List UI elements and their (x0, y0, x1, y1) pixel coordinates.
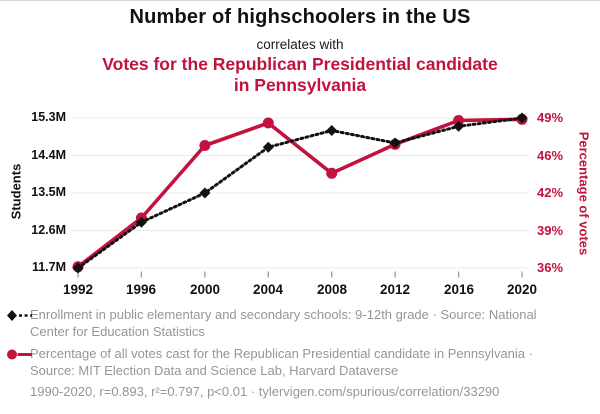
series-enrollment-marker (516, 112, 528, 124)
right-axis-title: Percentage of votes (576, 131, 592, 256)
stats-footer: 1990-2020, r=0.893, r²=0.797, p<0.01 · t… (30, 384, 500, 399)
legend-item-label: Enrollment in public elementary and seco… (30, 307, 537, 339)
series-enrollment-marker (326, 125, 338, 136)
series-enrollment-line (76, 116, 524, 270)
x-axis-tick-label: 1992 (62, 282, 94, 297)
x-axis-tick-label: 2020 (506, 282, 538, 297)
y-axis-tick-label-right: 39% (537, 223, 564, 238)
y-axis-tick-label-left: 11.7M (31, 260, 66, 274)
y-axis-tick-label-left: 14.4M (31, 148, 66, 162)
y-axis-tick-label-right: 36% (537, 260, 564, 275)
series-enrollment-marker (135, 216, 147, 228)
series-enrollment-marker (72, 262, 84, 274)
red-circle-solid-line-icon (7, 349, 32, 360)
main-title: Number of highschoolers in the US (129, 6, 471, 28)
left-axis-title: Students (8, 163, 24, 220)
series-enrollment-marker (453, 120, 465, 132)
black-diamond-dashed-line-icon (7, 310, 32, 321)
x-axis-tick-label: 2012 (379, 282, 411, 297)
x-axis-tick-label: 2000 (189, 282, 221, 297)
x-axis-tick-label: 2008 (316, 282, 348, 297)
legend-item-label: Percentage of all votes cast for the Rep… (30, 346, 533, 378)
series-enrollment-marker (199, 187, 211, 199)
series-votes-line (76, 117, 524, 269)
secondary-title: Votes for the Republican Presidential ca… (102, 54, 498, 95)
series-votes-marker (199, 140, 211, 151)
series-votes-marker (453, 115, 465, 126)
series-votes-marker (326, 167, 338, 179)
y-axis-tick-label-left: 13.5M (31, 185, 66, 199)
legend-item-enrollment: Enrollment in public elementary and seco… (6, 307, 594, 340)
series-votes-marker (262, 117, 274, 129)
y-axis-tick-label-left: 12.6M (31, 223, 66, 237)
legend-item-votes: Percentage of all votes cast for the Rep… (6, 346, 594, 379)
series-enrollment-marker (262, 141, 274, 153)
x-axis-tick-label: 2016 (443, 282, 475, 297)
y-axis-tick-label-right: 49% (537, 110, 564, 125)
y-axis-tick-label-right: 46% (537, 148, 564, 163)
x-axis-tick-label: 2004 (252, 282, 284, 297)
x-axis-tick-label: 1996 (125, 282, 157, 297)
series-enrollment-marker (389, 137, 401, 149)
y-axis-tick-label-right: 42% (537, 185, 564, 200)
correlates-with-text: correlates with (256, 37, 344, 52)
y-axis-tick-label-left: 15.3M (31, 110, 66, 124)
